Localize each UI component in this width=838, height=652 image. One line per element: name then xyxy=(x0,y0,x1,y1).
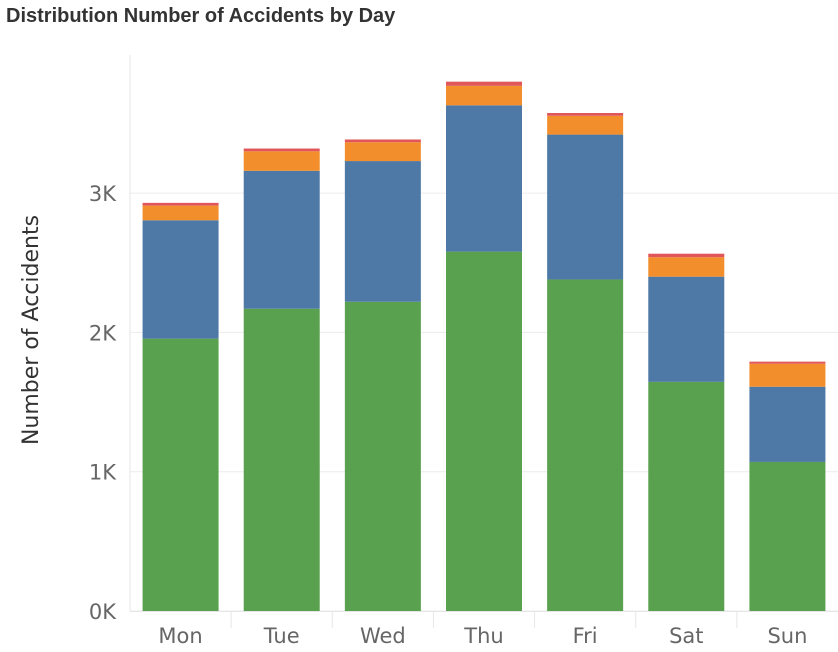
x-tick-label: Tue xyxy=(263,624,300,648)
bar-segment xyxy=(142,220,219,339)
bar-segment xyxy=(446,251,522,611)
axes: 0K 1K 2K 3K Mon Tue Wed Thu Fri Sat Sun xyxy=(89,55,838,648)
bar-segment xyxy=(547,134,624,280)
bar-segment xyxy=(648,253,725,258)
bar-segment xyxy=(243,170,320,309)
bar-segment xyxy=(749,361,826,364)
y-tick-label: 2K xyxy=(89,321,117,345)
bar-segment xyxy=(344,301,421,611)
x-tick-label: Wed xyxy=(360,624,406,648)
bar-segment xyxy=(243,308,320,611)
x-tick-label: Mon xyxy=(158,624,202,648)
bar-segment xyxy=(446,81,522,86)
x-tick-label: Fri xyxy=(573,624,598,648)
y-tick-label: 3K xyxy=(89,182,117,206)
bar-segment xyxy=(142,205,219,221)
chart-title: Distribution Number of Accidents by Day xyxy=(6,5,396,27)
y-tick-label: 0K xyxy=(89,600,117,624)
bar-segment xyxy=(142,202,219,206)
bar-segment xyxy=(749,461,826,611)
bar-segment xyxy=(243,148,320,152)
bar-segment xyxy=(547,113,624,116)
bar-segment xyxy=(749,363,826,387)
bar-segment xyxy=(243,151,320,171)
x-tick-label: Sat xyxy=(669,624,703,648)
bar-segment xyxy=(344,142,421,162)
bar-segment xyxy=(648,381,725,611)
bar-segment xyxy=(648,257,725,277)
bar-segment xyxy=(547,115,624,135)
bar-segment xyxy=(648,276,725,382)
bars xyxy=(142,81,826,611)
x-tick-label: Sun xyxy=(767,624,807,648)
x-tick-label: Thu xyxy=(463,624,503,648)
bar-segment xyxy=(547,279,624,611)
bar-segment xyxy=(142,338,219,611)
bar-segment xyxy=(749,386,826,462)
bar-segment xyxy=(446,105,522,252)
y-axis-label: Number of Accidents xyxy=(19,215,44,445)
bar-segment xyxy=(446,85,522,106)
bar-segment xyxy=(344,139,421,143)
bar-segment xyxy=(344,161,421,302)
y-tick-label: 1K xyxy=(89,461,117,485)
